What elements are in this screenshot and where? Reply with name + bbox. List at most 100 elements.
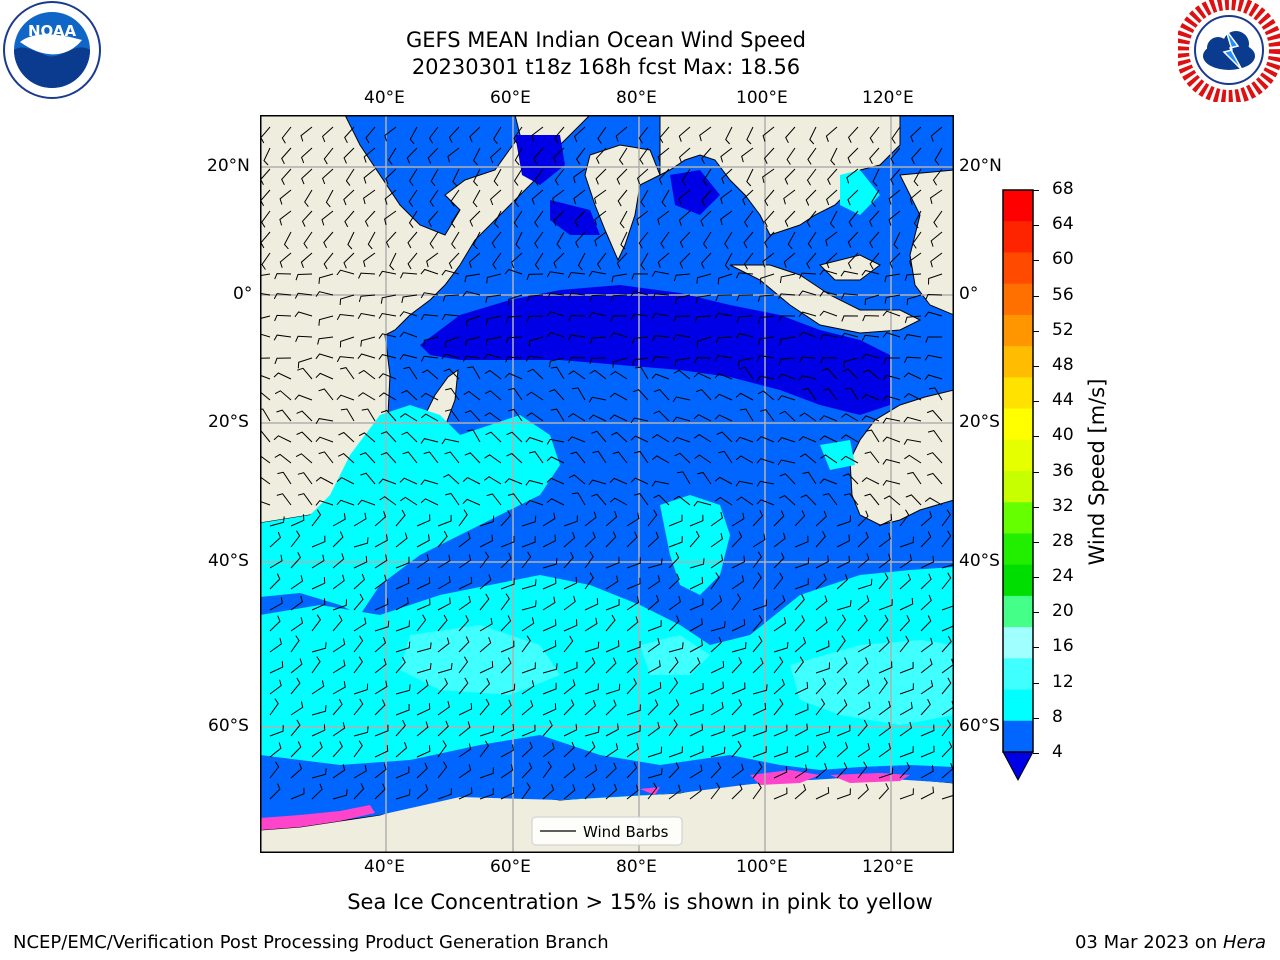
wind-barb (584, 764, 598, 779)
wind-barb (799, 272, 817, 279)
wind-barb (367, 231, 376, 250)
wind-barb (525, 436, 544, 443)
wind-barb (379, 496, 397, 506)
wind-barb (380, 431, 397, 443)
wind-barb (389, 252, 397, 271)
wind-barb (458, 743, 472, 758)
colorbar-tick-mark (1033, 190, 1039, 191)
wind-barb (395, 532, 408, 548)
wind-barb (384, 210, 397, 226)
wind-barb (794, 535, 809, 548)
wind-barb (827, 168, 838, 186)
wind-barb (920, 594, 932, 611)
wind-barb (395, 704, 410, 716)
wind-barb (843, 357, 859, 368)
wind-barb (311, 680, 325, 695)
wind-barb (857, 761, 868, 779)
wind-barb (447, 147, 460, 163)
wind-barb (514, 147, 523, 166)
wind-barb (385, 168, 397, 185)
wind-barb (843, 493, 859, 506)
wind-barb (836, 762, 848, 779)
wind-barb (800, 494, 817, 506)
wind-barb (401, 389, 418, 401)
wind-barb (315, 291, 334, 297)
sea-ice-2 (750, 770, 820, 785)
wind-barb (533, 147, 544, 165)
wind-barb (941, 572, 952, 590)
wind-barb (639, 147, 649, 165)
wind-barb (479, 574, 492, 590)
wind-barb (689, 745, 704, 758)
wind-barb (779, 410, 796, 422)
wind-barb (905, 494, 922, 506)
wind-barb (927, 472, 943, 485)
wind-barb (347, 231, 355, 250)
wind-barb (395, 766, 410, 779)
wind-barb (594, 210, 607, 226)
wind-barb (472, 231, 481, 250)
wind-barb (815, 555, 829, 569)
wind-barb (353, 726, 369, 737)
wind-barb (647, 509, 658, 527)
wind-barb (605, 511, 618, 527)
wind-barb (731, 512, 745, 527)
wind-barb (815, 786, 830, 800)
wind-barb (693, 372, 712, 380)
wind-barb (337, 453, 355, 464)
wind-barb (647, 746, 663, 758)
colorbar-cell (1003, 346, 1033, 378)
wind-barb (462, 498, 481, 506)
wind-barb (847, 231, 859, 248)
colorbar-tick-mark (1033, 471, 1039, 473)
wind-barb (840, 413, 859, 422)
wind-barb (689, 764, 703, 779)
colorbar-tick-label: 12 (1052, 671, 1074, 692)
wind-barb (752, 725, 767, 737)
wind-barb (819, 310, 838, 317)
wind-barb (610, 370, 628, 380)
wind-barb (589, 294, 607, 302)
wind-barb (416, 784, 429, 800)
wind-barb (878, 572, 889, 590)
wind-barb (815, 595, 828, 611)
wind-barb (673, 315, 691, 322)
wind-barb (589, 357, 607, 364)
wind-barb (609, 497, 628, 506)
wind-barb (710, 621, 726, 632)
wind-barb (300, 126, 313, 142)
wind-barb (584, 551, 594, 569)
wind-barb (746, 168, 754, 187)
wind-barb (542, 742, 555, 758)
wind-barb (290, 514, 305, 527)
wind-barb (353, 593, 364, 611)
wind-barb (552, 189, 565, 205)
wind-barb (878, 742, 891, 758)
wind-barb (925, 293, 943, 301)
wind-barb (731, 682, 746, 695)
wind-barb (463, 390, 481, 401)
wind-barb (594, 189, 607, 205)
wind-barb (378, 354, 397, 360)
wind-barb (493, 168, 502, 187)
wind-barb (591, 493, 607, 506)
title-line-2: 20230301 t18z 168h fcst Max: 18.56 (411, 55, 801, 79)
wind-barb (338, 431, 355, 443)
wind-barb (521, 741, 533, 758)
wind-barb (736, 294, 754, 302)
wind-barb (407, 231, 418, 249)
wind-barb (311, 577, 326, 590)
wind-barb (605, 783, 618, 800)
wind-barb (826, 189, 838, 206)
wind-barb (479, 740, 490, 758)
wind-barb (277, 471, 292, 485)
wind-barb (594, 231, 607, 247)
wind-barb (378, 270, 397, 277)
wind-barb (445, 336, 460, 348)
wind-barb (605, 762, 617, 779)
wind-barb (857, 639, 871, 653)
wind-barb (500, 535, 515, 548)
wind-barb (806, 252, 817, 270)
wind-barb (715, 336, 733, 344)
wind-barb (630, 313, 649, 320)
